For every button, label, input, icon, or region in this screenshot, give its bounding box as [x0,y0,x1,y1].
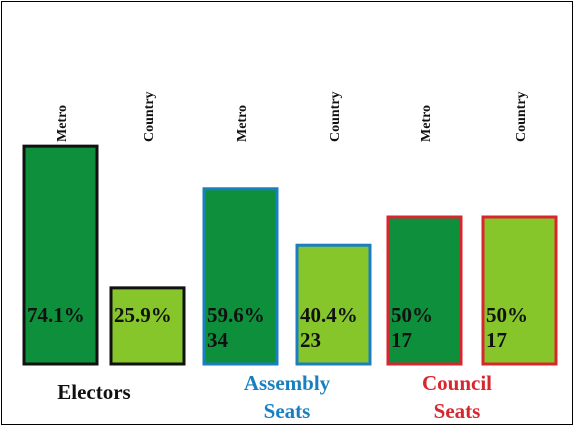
category-label-metro: Metro [419,105,434,142]
category-label-metro: Metro [55,105,70,142]
category-label-country: Country [142,91,157,142]
category-label-country: Country [328,91,343,142]
data-label-percent: 50% [486,303,528,327]
data-label-count: 23 [300,328,321,352]
bar-electors-metro [22,144,99,366]
chart-frame: Metro 74.1% Country 25.9% Electors Metro 59.6%… [1,1,573,425]
data-label-count: 17 [391,328,412,352]
data-label-percent: 59.6% [207,303,265,327]
group-label-council: Council [422,371,492,395]
data-label-percent: 74.1% [27,303,85,327]
group-label-council: Seats [434,399,481,423]
data-label-percent: 50% [391,303,433,327]
group-label-electors: Electors [57,380,130,404]
bar-council-country [481,215,558,366]
group-label-assembly: Assembly [244,371,331,395]
data-label-percent: 25.9% [114,303,172,327]
data-label-percent: 40.4% [300,303,358,327]
bar-electors-country [109,286,186,366]
bar-council-metro [386,215,463,366]
group-label-assembly: Seats [264,399,311,423]
category-label-metro: Metro [235,105,250,142]
data-label-count: 17 [486,328,507,352]
data-label-count: 34 [207,328,229,352]
bar-assembly-country [295,243,372,366]
bar-assembly-metro [202,187,279,366]
category-label-country: Country [514,91,529,142]
